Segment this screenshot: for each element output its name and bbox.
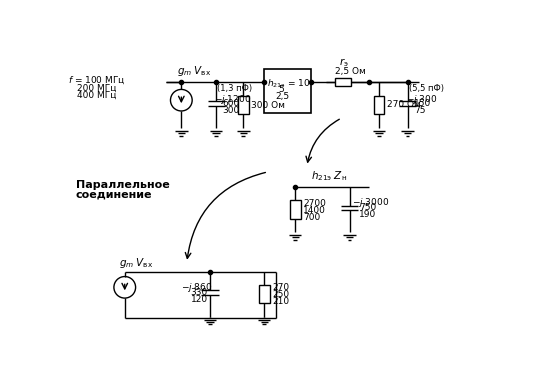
- Text: 600: 600: [222, 100, 240, 109]
- Text: 750: 750: [359, 203, 376, 212]
- Bar: [374, 95, 384, 114]
- Text: $g_m\;V_{\rm вх}$: $g_m\;V_{\rm вх}$: [177, 64, 212, 78]
- Text: $h_{21{\rm э}}\;Z_{\rm н}$: $h_{21{\rm э}}\;Z_{\rm н}$: [311, 169, 347, 183]
- Text: 190: 190: [359, 210, 376, 219]
- Text: соединение: соединение: [76, 189, 152, 200]
- Text: 700: 700: [303, 213, 320, 222]
- Text: 300: 300: [222, 106, 240, 115]
- Text: 300 Ом: 300 Ом: [251, 101, 285, 110]
- Text: 2,5: 2,5: [275, 93, 289, 101]
- Text: 330: 330: [191, 288, 208, 297]
- Text: 2,5 Ом: 2,5 Ом: [335, 66, 366, 76]
- Text: (5,5 пФ): (5,5 пФ): [409, 84, 444, 93]
- Text: 200 МГц: 200 МГц: [77, 84, 117, 93]
- Text: $-j$ 1200: $-j$ 1200: [214, 93, 251, 106]
- Text: Параллельное: Параллельное: [76, 179, 169, 189]
- Bar: [238, 95, 249, 114]
- Text: 400 МГц: 400 МГц: [77, 91, 117, 100]
- Text: 270: 270: [272, 283, 289, 292]
- Text: $g_m\;V_{\rm вх}$: $g_m\;V_{\rm вх}$: [118, 256, 153, 270]
- Text: 5: 5: [278, 85, 284, 94]
- Text: $f$ = 100 МГц: $f$ = 100 МГц: [68, 75, 126, 86]
- Text: $-j$ 300: $-j$ 300: [406, 93, 438, 106]
- Text: 250: 250: [272, 291, 289, 300]
- Text: $-j$ 3000: $-j$ 3000: [352, 197, 389, 210]
- Text: $h_{21{\rm э}}$ = 10: $h_{21{\rm э}}$ = 10: [266, 77, 310, 90]
- Text: 120: 120: [191, 295, 208, 304]
- Text: 210: 210: [272, 297, 289, 306]
- Text: 2700: 2700: [303, 199, 326, 208]
- Text: 150: 150: [414, 100, 431, 109]
- Bar: [264, 69, 311, 113]
- Text: $-j$ 860: $-j$ 860: [181, 281, 212, 294]
- Text: (1,3 пФ): (1,3 пФ): [217, 84, 252, 93]
- Text: $r_{\rm э}$: $r_{\rm э}$: [339, 57, 349, 69]
- Text: 270 Ом: 270 Ом: [387, 100, 421, 109]
- Text: 1400: 1400: [303, 206, 326, 215]
- Text: 75: 75: [414, 106, 425, 115]
- Bar: [259, 285, 270, 304]
- Bar: [290, 200, 301, 219]
- Bar: [335, 78, 351, 85]
